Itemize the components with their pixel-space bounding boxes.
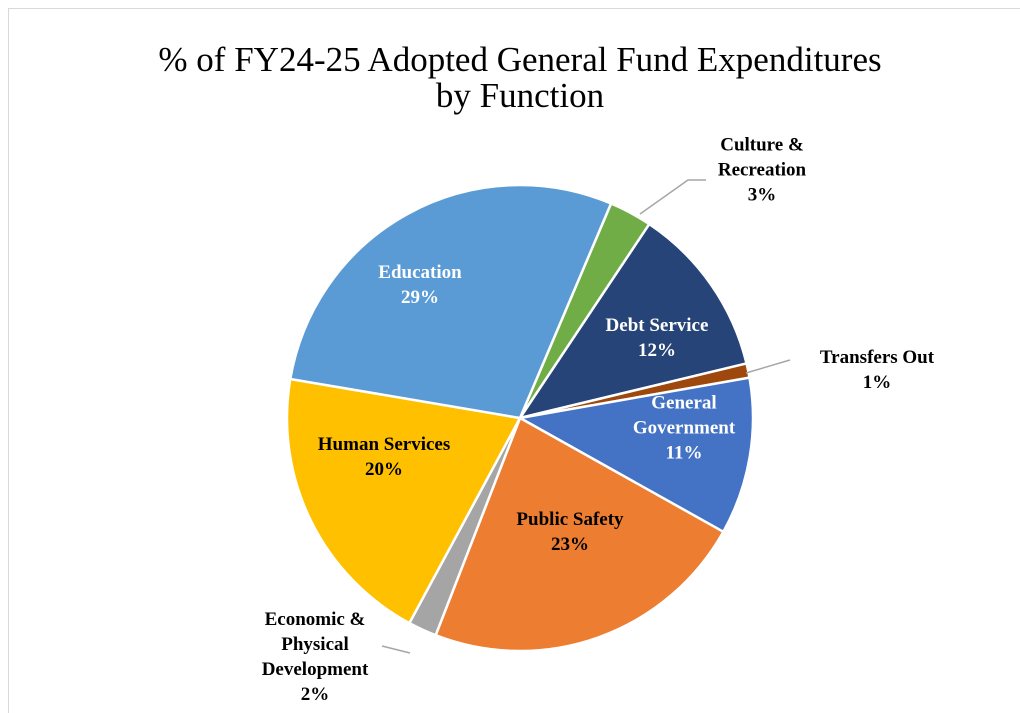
chart-border: [8, 8, 1020, 713]
slice-label: General Government 11%: [609, 391, 759, 466]
category-label: Public Safety: [516, 509, 624, 530]
slice-label: Education 29%: [345, 260, 495, 310]
leader-line: [381, 645, 411, 654]
pie-slice: [434, 416, 726, 653]
slice-label: Economic & Physical Development 2%: [245, 607, 385, 707]
category-label: Human Services: [317, 434, 451, 455]
value-label: 23%: [551, 534, 589, 555]
category-label: Debt Service: [605, 315, 709, 336]
slice-label: Transfers Out 1%: [792, 345, 962, 395]
value-label: 1%: [862, 372, 892, 393]
slice-label: Public Safety 23%: [480, 507, 660, 557]
slice-label: Culture & Recreation 3%: [702, 133, 822, 208]
chart-title: % of FY24-25 Adopted General Fund Expend…: [158, 40, 882, 115]
value-label: 20%: [365, 459, 403, 480]
category-label: Education: [378, 262, 462, 283]
category-label: General Government: [632, 392, 736, 439]
category-label: Culture & Recreation: [717, 134, 807, 181]
leader-line: [639, 179, 706, 215]
pie-slice: [285, 377, 522, 625]
value-label: 2%: [300, 684, 330, 705]
value-label: 12%: [638, 340, 676, 361]
leader-line: [745, 359, 791, 374]
pie-slice: [288, 183, 613, 420]
category-label: Economic & Physical Development: [261, 609, 369, 680]
pie-slice: [517, 222, 749, 420]
slice-label: Debt Service 12%: [572, 313, 742, 363]
value-label: 29%: [401, 287, 439, 308]
value-label: 3%: [747, 184, 777, 206]
category-label: Transfers Out: [819, 347, 935, 368]
slice-label: Human Services 20%: [284, 432, 484, 482]
pie-slice: [516, 376, 755, 534]
value-label: 11%: [665, 442, 703, 464]
